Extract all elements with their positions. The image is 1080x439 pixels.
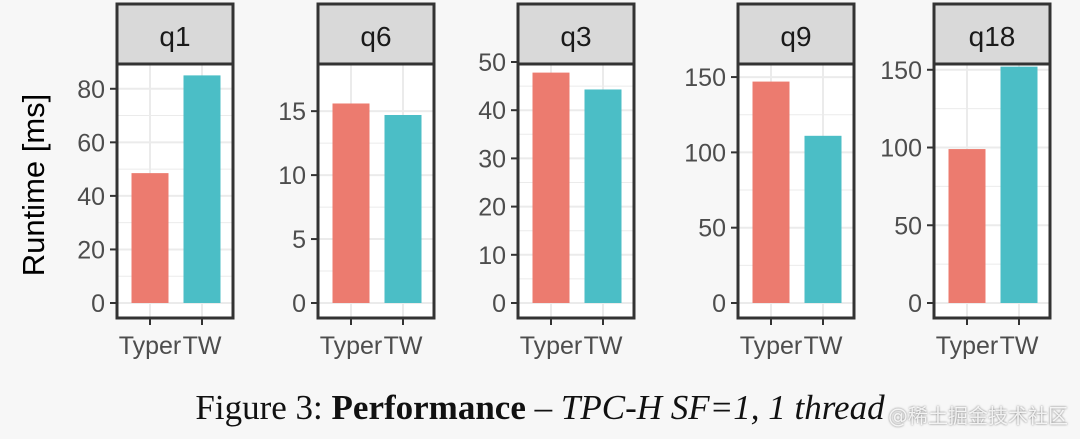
y-tick-label-q18: 50 <box>894 212 922 240</box>
y-tick-label-q1: 20 <box>77 236 105 264</box>
x-tick-label-q1-typer: Typer <box>119 332 182 360</box>
y-tick-label-q3: 0 <box>492 290 506 318</box>
bar-q9-typer <box>752 81 790 303</box>
caption-title: Performance <box>331 388 526 427</box>
y-tick-label-q18: 150 <box>880 57 922 85</box>
y-tick-label-q1: 40 <box>77 183 105 211</box>
y-tick-label-q1: 60 <box>77 129 105 157</box>
y-tick-label-q9: 0 <box>712 290 726 318</box>
y-tick-label-q9: 50 <box>698 215 726 243</box>
facet-strip-q6 <box>316 2 436 66</box>
bar-q1-tw <box>183 75 221 303</box>
y-tick-label-q6: 0 <box>292 290 306 318</box>
y-axis-title: Runtime [ms] <box>16 94 51 277</box>
y-tick-label-q3: 10 <box>478 242 506 270</box>
x-tick-label-q18-tw: TW <box>1000 332 1039 360</box>
y-tick-label-q9: 150 <box>684 64 726 92</box>
y-tick-label-q6: 15 <box>278 98 306 126</box>
x-tick-label-q6-tw: TW <box>384 332 423 360</box>
y-tick-label-q18: 100 <box>880 135 922 163</box>
x-tick-label-q18-typer: Typer <box>936 332 999 360</box>
facet-strip-q1 <box>115 2 235 66</box>
y-tick-label-q1: 80 <box>77 76 105 104</box>
bar-q1-typer <box>131 173 169 303</box>
bar-q3-tw <box>584 89 622 303</box>
figure-caption: Figure 3: Performance – TPC-H SF=1, 1 th… <box>0 388 1080 428</box>
facet-strip-q3 <box>516 2 636 66</box>
facet-label-q1: q1 <box>159 21 190 52</box>
y-tick-label-q3: 20 <box>478 194 506 222</box>
bar-q6-tw <box>384 114 422 303</box>
y-tick-label-q6: 10 <box>278 162 306 190</box>
facet-strip-q18 <box>932 2 1052 66</box>
bar-q6-typer <box>332 103 370 303</box>
y-tick-label-q3: 40 <box>478 97 506 125</box>
y-tick-label-q3: 50 <box>478 49 506 77</box>
facet-label-q18: q18 <box>969 21 1016 52</box>
facet-label-q9: q9 <box>780 21 811 52</box>
bar-q9-tw <box>804 135 842 303</box>
facet-label-q3: q3 <box>560 21 591 52</box>
x-tick-label-q6-typer: Typer <box>320 332 383 360</box>
caption-label: Figure 3: <box>195 388 323 427</box>
bar-q3-typer <box>532 72 570 303</box>
y-tick-label-q3: 30 <box>478 145 506 173</box>
x-tick-label-q3-tw: TW <box>584 332 623 360</box>
bar-q18-tw <box>1000 66 1038 303</box>
caption-separator: – <box>534 388 553 427</box>
y-tick-label-q1: 0 <box>91 290 105 318</box>
y-tick-label-q6: 5 <box>292 226 306 254</box>
bar-q18-typer <box>948 149 986 303</box>
y-tick-label-q9: 100 <box>684 139 726 167</box>
caption-detail: TPC-H SF=1, 1 thread <box>560 388 885 427</box>
x-tick-label-q3-typer: Typer <box>520 332 583 360</box>
x-tick-label-q1-tw: TW <box>183 332 222 360</box>
x-tick-label-q9-tw: TW <box>804 332 843 360</box>
facet-label-q6: q6 <box>360 21 391 52</box>
x-tick-label-q9-typer: Typer <box>740 332 803 360</box>
facet-strip-q9 <box>736 2 856 66</box>
y-tick-label-q18: 0 <box>908 290 922 318</box>
watermark: @稀土掘金技术社区 <box>888 404 1068 428</box>
